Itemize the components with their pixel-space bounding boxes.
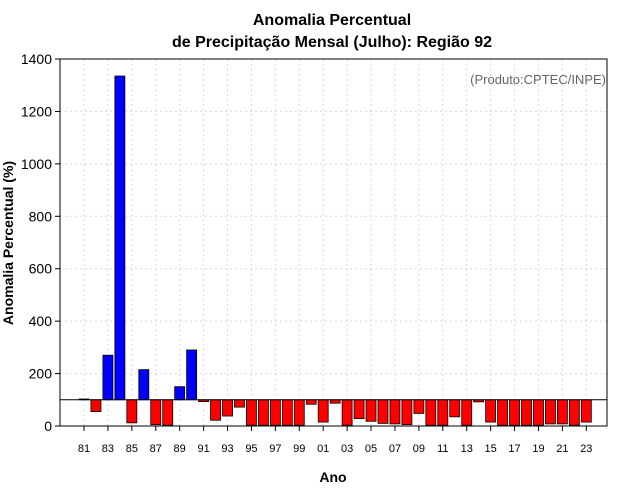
x-tick-label: 19: [532, 443, 544, 455]
bar-87: [150, 399, 162, 426]
bar-85: [126, 399, 138, 424]
bar-18: [521, 399, 532, 426]
bar-93: [222, 399, 233, 417]
chart-title-line-2: de Precipitação Mensal (Julho): Região 9…: [172, 34, 492, 51]
bar-90: [186, 349, 198, 401]
x-tick-label: 87: [150, 443, 162, 455]
x-tick-label: 83: [102, 443, 114, 455]
bar-22: [568, 399, 580, 426]
x-tick-label: 03: [341, 443, 353, 455]
y-tick-label: 400: [29, 313, 53, 329]
bars: [78, 75, 592, 426]
bar-08: [401, 399, 413, 426]
chart-title-line-1: Anomalia Percentual: [253, 12, 411, 29]
x-tick-label: 11: [437, 443, 448, 455]
x-tick-label: 97: [269, 443, 281, 455]
bar-05: [365, 399, 377, 422]
x-tick-label: 17: [508, 443, 520, 455]
chart-title: Anomalia Percentual de Precipitação Mens…: [172, 12, 492, 51]
x-tick-label: 91: [197, 443, 209, 455]
bar-12: [449, 399, 461, 418]
bar-86: [138, 369, 150, 401]
x-tick-label: 13: [461, 443, 473, 455]
bar-20: [545, 399, 556, 425]
y-tick-label: 800: [29, 208, 53, 224]
x-tick-label: 05: [365, 443, 377, 455]
bar-92: [210, 399, 221, 421]
y-axis-title: Anomalia Percentual (%): [0, 161, 16, 325]
bar-15: [485, 399, 497, 423]
bar-01: [317, 399, 329, 423]
plot-frame: [59, 58, 608, 427]
bar-89: [174, 386, 186, 401]
x-tick-label: 01: [317, 443, 329, 455]
bar-03: [341, 399, 353, 426]
bar-99: [293, 399, 305, 426]
bar-07: [389, 399, 401, 425]
x-tick-label: 21: [556, 443, 568, 455]
y-tick-label: 600: [29, 261, 53, 277]
x-tick-label: 85: [126, 443, 138, 455]
bar-84: [114, 75, 126, 401]
bar-00: [305, 399, 317, 405]
x-tick-label: 23: [580, 443, 592, 455]
bar-02: [329, 399, 341, 404]
bar-83: [102, 354, 114, 401]
x-tick-label: 89: [174, 443, 186, 455]
y-tick-label: 1200: [21, 103, 52, 119]
x-tick-label: 15: [485, 443, 497, 455]
bar-16: [497, 399, 509, 426]
x-axis-title: Ano: [319, 469, 346, 485]
bar-19: [533, 399, 544, 426]
y-tick-label: 200: [29, 366, 53, 382]
bar-23: [580, 399, 592, 423]
bar-96: [257, 399, 269, 426]
y-tick-label: 1400: [21, 51, 52, 67]
credit-label: (Produto:CPTEC/INPE): [470, 72, 606, 87]
bar-04: [353, 399, 365, 420]
bar-98: [281, 399, 293, 426]
bar-10: [425, 399, 437, 426]
bar-06: [377, 399, 389, 424]
x-tick-label: 95: [245, 443, 257, 455]
bar-95: [246, 399, 257, 426]
y-axis: 0 200 400 600 800 1000 1200 1400: [21, 51, 60, 434]
bar-09: [413, 399, 425, 414]
y-tick-label: 0: [44, 418, 52, 434]
bar-17: [509, 399, 520, 426]
y-tick-label: 1000: [21, 156, 52, 172]
x-tick-label: 07: [389, 443, 401, 455]
bar-88: [162, 399, 174, 426]
bar-13: [461, 399, 473, 426]
bar-94: [234, 399, 245, 408]
x-tick-label: 93: [221, 443, 233, 455]
x-tick-label: 81: [78, 443, 90, 455]
x-axis: 81 83 85 87 89 91 93 95 97 99 01 03 05 07 09 11 13 15 17 19…: [78, 426, 592, 455]
x-tick-label: 99: [293, 443, 305, 455]
bar-21: [557, 399, 568, 425]
x-tick-label: 09: [413, 443, 425, 455]
bar-97: [269, 399, 281, 426]
bar-11: [437, 399, 449, 426]
bar-82: [90, 399, 102, 412]
